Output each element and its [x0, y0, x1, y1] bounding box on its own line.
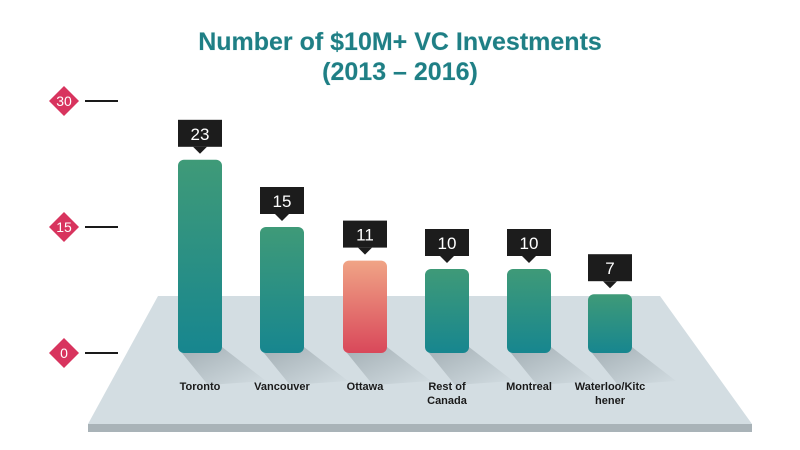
y-tick: 15 — [49, 212, 118, 242]
category-label: Montreal — [506, 381, 552, 393]
bar — [507, 269, 551, 353]
bar — [425, 269, 469, 353]
bar-group: 7 Waterloo/Kitc hener — [575, 254, 676, 407]
bar-group: 10 Montreal — [506, 229, 595, 393]
y-tick-label: 15 — [56, 219, 72, 235]
y-tick: 0 — [49, 338, 118, 368]
data-label: 11 — [356, 226, 374, 245]
data-label-pointer — [275, 214, 289, 221]
y-tick-diamond — [49, 338, 79, 368]
data-label-box — [588, 254, 632, 282]
category-label: Waterloo/Kitc hener — [575, 381, 646, 407]
y-tick-diamond — [49, 212, 79, 242]
data-label-pointer — [440, 256, 454, 263]
data-label-pointer — [603, 281, 617, 289]
bar-shadow — [429, 347, 513, 385]
y-tick-label: 0 — [60, 345, 68, 361]
y-axis: 0 15 30 — [49, 86, 118, 368]
y-tick-diamond — [49, 86, 79, 116]
bar-group: 10 Rest of Canada — [425, 229, 513, 407]
data-label: 10 — [438, 234, 457, 253]
bar-series: 23 Toronto 15 Vancouver 11 Ottawa 10 Rest of Can… — [178, 119, 676, 407]
category-label: Vancouver — [254, 381, 310, 393]
data-label: 23 — [191, 125, 210, 144]
bar-shadow — [264, 347, 348, 385]
bar-shadow — [511, 347, 595, 385]
bar — [343, 260, 387, 353]
data-label-pointer — [358, 247, 372, 255]
bar — [178, 159, 222, 353]
y-tick: 30 — [49, 86, 118, 116]
data-label: 7 — [605, 259, 614, 278]
bar-shadow — [182, 347, 266, 385]
bar-shadow — [592, 347, 676, 385]
data-label-pointer — [193, 146, 207, 154]
category-label: Rest of Canada — [427, 381, 468, 407]
bar-shadow — [347, 347, 431, 385]
category-label: Ottawa — [347, 381, 385, 393]
data-label-box — [260, 187, 304, 214]
chart-title: Number of $10M+ VC Investments — [198, 28, 602, 56]
chart-floor — [88, 296, 752, 424]
y-tick-label: 30 — [56, 93, 72, 109]
bar-group: 15 Vancouver — [254, 187, 348, 393]
bar — [260, 227, 304, 353]
category-label: Toronto — [180, 381, 221, 393]
chart-floor-edge — [88, 424, 752, 432]
bar-group: 11 Ottawa — [343, 220, 431, 393]
data-label: 10 — [520, 234, 539, 253]
data-label: 15 — [273, 192, 292, 211]
data-label-box — [425, 229, 469, 256]
data-label-pointer — [522, 256, 536, 263]
data-label-box — [343, 220, 387, 248]
chart-subtitle: (2013 – 2016) — [322, 58, 478, 86]
data-label-box — [507, 229, 551, 256]
bar — [588, 294, 632, 353]
data-label-box — [178, 119, 222, 147]
bar-group: 23 Toronto — [178, 119, 266, 393]
